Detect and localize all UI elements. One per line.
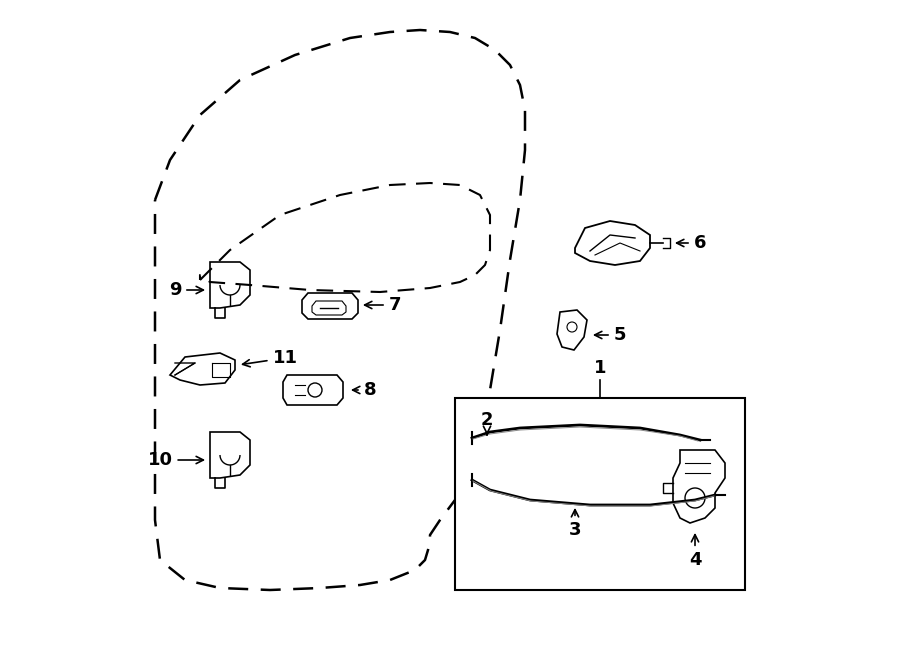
Text: 9: 9	[169, 281, 203, 299]
Text: 8: 8	[353, 381, 376, 399]
Text: 11: 11	[243, 349, 298, 367]
Text: 1: 1	[594, 359, 607, 377]
Text: 6: 6	[677, 234, 706, 252]
Text: 3: 3	[569, 510, 581, 539]
Bar	[455, 398, 745, 590]
Text: 5: 5	[595, 326, 626, 344]
Text: 4: 4	[688, 535, 701, 569]
Text: 10: 10	[148, 451, 203, 469]
Text: 7: 7	[364, 296, 401, 314]
Text: 2: 2	[481, 411, 493, 435]
